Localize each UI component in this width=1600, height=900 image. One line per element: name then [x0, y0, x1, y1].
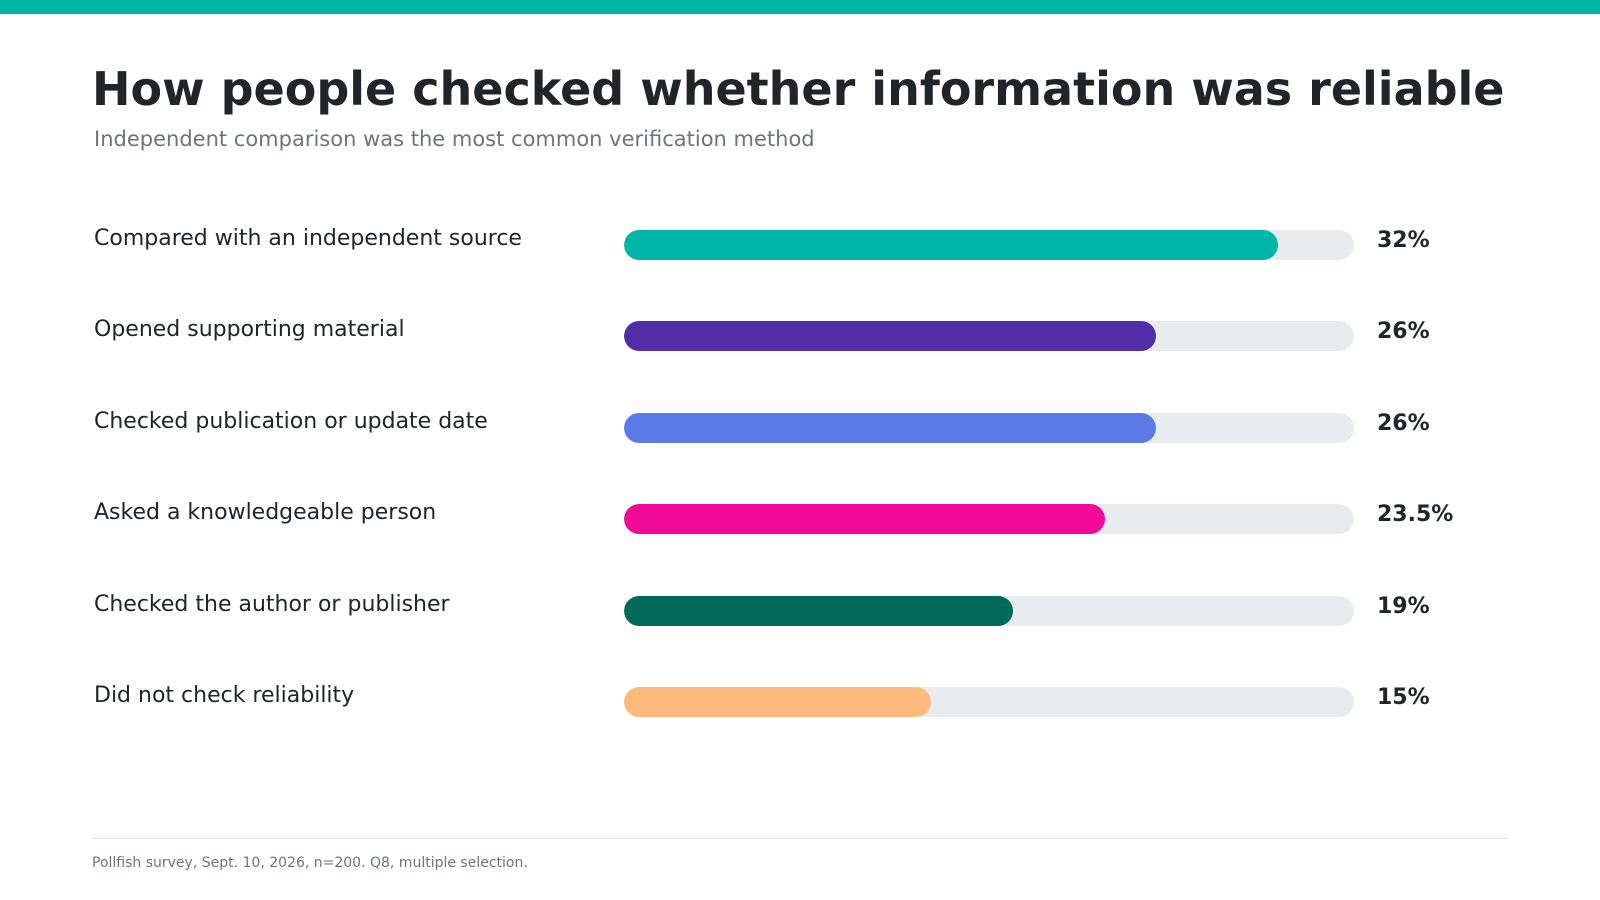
bar — [624, 504, 1105, 535]
bar-track — [624, 504, 1354, 535]
top-accent-bar — [0, 0, 1600, 14]
category-label: Opened supporting material — [94, 317, 405, 343]
category-label: Did not check reliability — [94, 683, 355, 708]
bar-track — [624, 230, 1354, 260]
source-note: Pollfish survey, Sept. 10, 2026, n=200. … — [92, 855, 528, 871]
bar-track — [624, 412, 1354, 443]
bar — [624, 321, 1156, 352]
value-label: 23.5% — [1377, 502, 1454, 528]
bar — [624, 687, 931, 717]
value-label: 26% — [1377, 319, 1430, 345]
category-label: Checked publication or update date — [94, 408, 488, 434]
bar — [624, 595, 1013, 626]
category-label: Checked the author or publisher — [94, 591, 450, 617]
bar — [624, 412, 1156, 443]
value-label: 26% — [1377, 410, 1430, 436]
value-label: 19% — [1377, 593, 1430, 619]
category-label: Compared with an independent source — [94, 226, 522, 251]
bar — [624, 230, 1279, 260]
chart-title: How people checked whether information w… — [92, 62, 1505, 116]
value-label: 32% — [1377, 228, 1430, 253]
bar-track — [624, 687, 1354, 717]
value-label: 15% — [1377, 685, 1430, 710]
footer-divider — [92, 838, 1508, 839]
category-label: Asked a knowledgeable person — [94, 500, 437, 526]
chart-subtitle: Independent comparison was the most comm… — [94, 127, 815, 151]
bar-track — [624, 321, 1354, 352]
bar-track — [624, 595, 1354, 626]
